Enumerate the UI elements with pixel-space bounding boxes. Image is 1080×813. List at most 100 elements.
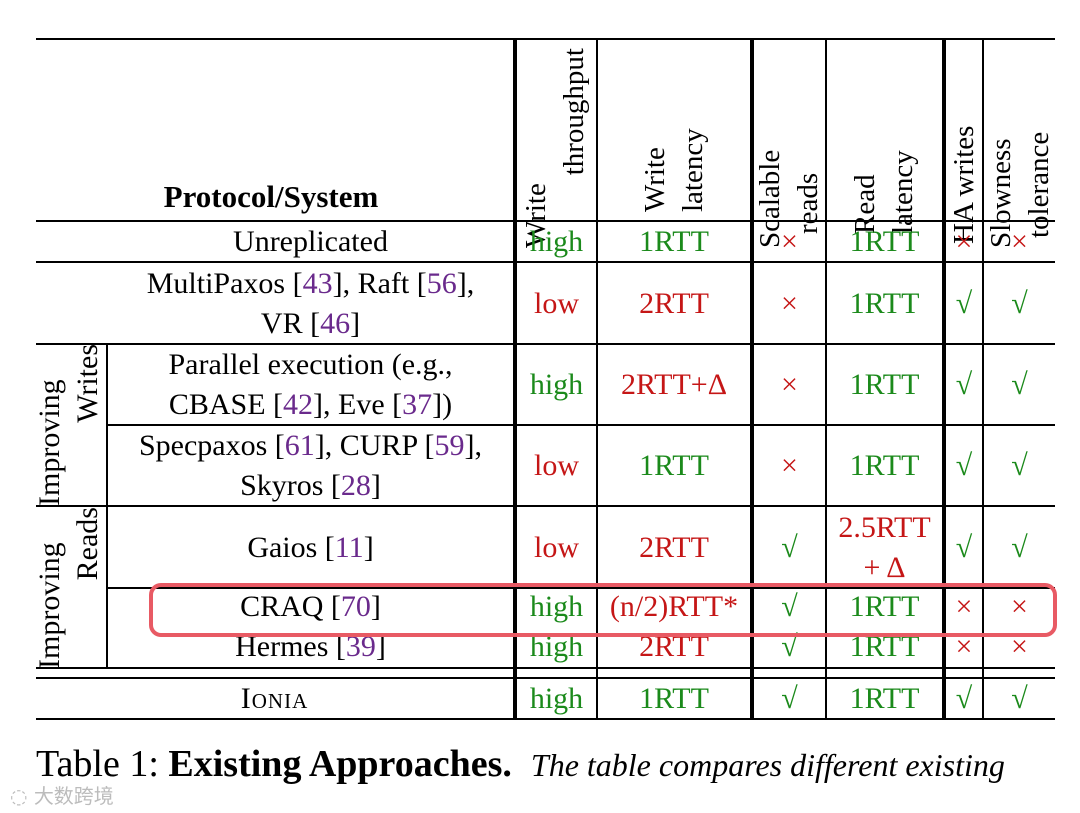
cell-line: 2.5RTT	[838, 510, 931, 544]
cell-wl: 1RTT	[639, 449, 709, 482]
double-rule	[36, 677, 1055, 679]
cell-rl: 1RTT	[849, 286, 920, 320]
header-slowness-tolerance: Slowness tolerance	[985, 131, 1055, 248]
cell-st: √	[1011, 286, 1028, 320]
name-text: ]	[363, 530, 374, 564]
name-text: ],	[456, 266, 475, 300]
citation-number: 59	[434, 429, 465, 462]
name-text: MultiPaxos [	[146, 266, 303, 300]
name-text: ]	[370, 590, 381, 623]
citation-number: 56	[426, 266, 457, 300]
cell-st: √	[1011, 530, 1028, 564]
cell-line: + Δ	[863, 550, 906, 584]
row-name: MultiPaxos [43], Raft [56], VR [46]	[108, 263, 513, 344]
citation-number: 11	[334, 530, 364, 564]
row-name: Specpaxos [61], CURP [59], Skyros [28]	[108, 426, 513, 506]
row-name-line: MultiPaxos [43], Raft [56],	[147, 264, 475, 304]
citation-number: 37	[402, 388, 433, 421]
row-name-line: VR [46]	[261, 304, 360, 344]
name-text: CBASE [	[168, 388, 284, 421]
cell-st: ×	[1011, 590, 1028, 623]
citation-number: 70	[340, 590, 371, 623]
name-text: CRAQ [	[240, 590, 341, 623]
header-ha-writes: HA writes	[948, 125, 980, 244]
header-rule	[36, 220, 1055, 222]
cell-st: √	[1011, 368, 1028, 401]
row-name: Ionia	[36, 679, 513, 719]
row-name: CRAQ [70]	[108, 588, 513, 626]
cell-sr: √	[781, 682, 798, 715]
cell-ha: √	[955, 449, 973, 482]
cell-wt: low	[534, 530, 579, 564]
name-text: ],	[464, 429, 483, 462]
row-name-line: Unreplicated	[233, 222, 388, 262]
name-text: ]	[370, 469, 381, 502]
row-name-line: Parallel execution (e.g.,	[168, 345, 452, 385]
row-name-line: Ionia	[241, 679, 308, 719]
table-caption: Table 1: Existing Approaches. The table …	[36, 743, 1005, 785]
name-text: Gaios [	[247, 530, 335, 564]
header-scalable-reads: Scalable reads	[754, 149, 824, 248]
header-write-throughput: Write throughput	[520, 48, 590, 248]
row-rule	[36, 261, 1055, 263]
row-name-line: CBASE [42], Eve [37])	[169, 385, 452, 425]
row-rule	[106, 424, 1055, 426]
name-text: ])	[432, 388, 453, 421]
citation-number: 46	[320, 306, 351, 340]
name-text: ], Eve [	[313, 388, 403, 421]
double-rule	[36, 667, 1055, 669]
name-text: Skyros [	[240, 469, 341, 502]
cell-ha: ×	[955, 225, 973, 258]
row-rule	[36, 343, 1055, 345]
name-text: Parallel execution (e.g.,	[168, 348, 453, 381]
cell-sr: ×	[781, 286, 798, 320]
cell-wl: 2RTT	[639, 286, 709, 320]
cell-wt: high	[529, 590, 584, 623]
header-write-latency: Write latency	[639, 128, 709, 212]
name-text: ], Raft [	[332, 266, 427, 300]
cell-sr: √	[781, 629, 798, 663]
name-text: VR [	[260, 306, 321, 340]
watermark-logo-icon: ◌	[10, 784, 34, 808]
group-column-rule	[106, 343, 108, 668]
row-rule	[36, 505, 1055, 507]
cell-wl: 2RTT+Δ	[620, 368, 728, 401]
column-rule-thick	[942, 38, 946, 720]
cell-sr: ×	[781, 225, 798, 258]
column-rule-thick	[513, 38, 517, 720]
cell-wl: 1RTT	[639, 682, 709, 715]
cell-ha: ×	[955, 629, 973, 663]
name-text: ], CURP [	[314, 429, 435, 462]
header-read-latency: Read latency	[849, 150, 919, 234]
group-improving-writes: Improving Writes	[33, 344, 104, 506]
top-rule	[36, 38, 1055, 40]
cell-rl: 1RTT	[849, 449, 920, 482]
row-name: Unreplicated	[108, 222, 513, 262]
cell-sr: ×	[781, 449, 798, 482]
cell-ha: ×	[955, 590, 973, 623]
cell-ha: √	[955, 682, 973, 715]
cell-wl: (n/2)RTT*	[609, 590, 739, 623]
cell-wl: 1RTT	[639, 225, 709, 258]
row-name: Parallel execution (e.g., CBASE [42], Eve…	[108, 345, 513, 425]
citation-number: 42	[283, 388, 314, 421]
name-text: ]	[375, 629, 386, 663]
cell-rl: 1RTT	[849, 590, 920, 623]
citation-number: 28	[340, 469, 371, 502]
row-name-line: Skyros [28]	[240, 466, 381, 506]
cell-st: ×	[1011, 629, 1028, 663]
row-name-line: Specpaxos [61], CURP [59],	[139, 426, 482, 466]
name-text: Ionia	[240, 682, 309, 715]
cell-sr: √	[781, 530, 798, 564]
cell-ha: √	[955, 286, 973, 320]
column-rule	[596, 38, 598, 720]
column-rule-thick	[750, 38, 754, 720]
name-text: Unreplicated	[233, 225, 388, 258]
cell-ha: √	[955, 530, 973, 564]
cell-st: ×	[1011, 225, 1028, 258]
cell-wt: low	[534, 449, 579, 482]
highlight-box	[149, 583, 1057, 637]
cell-rl: 1RTT	[849, 225, 920, 258]
bottom-rule	[36, 718, 1055, 720]
